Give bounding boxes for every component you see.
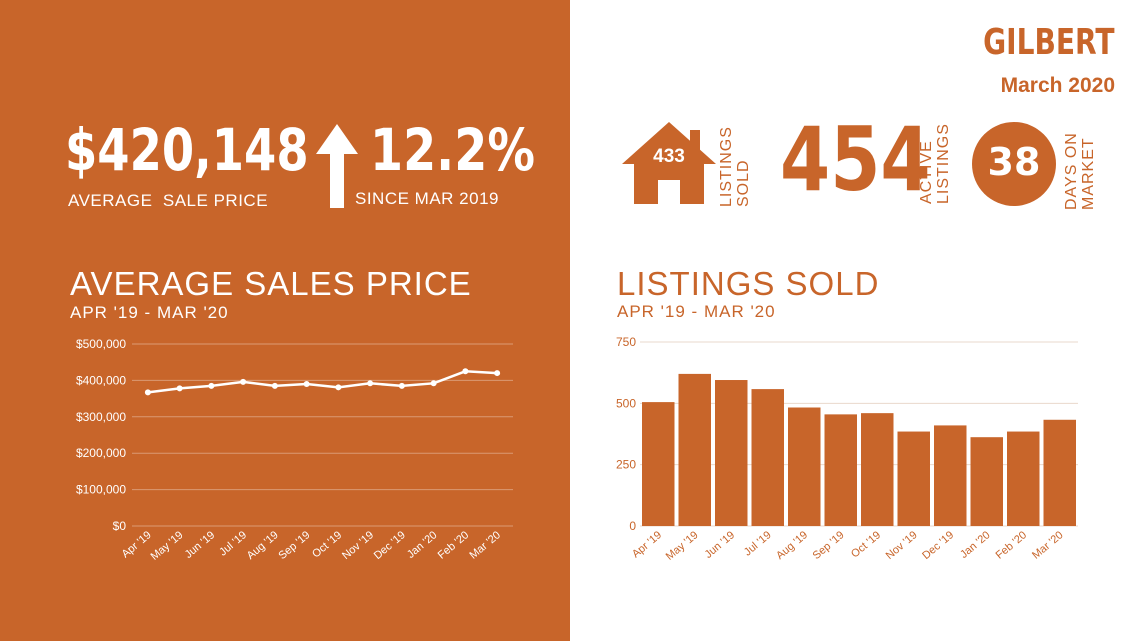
line-chart-ytick-label: $200,000 <box>76 446 126 460</box>
line-chart-xtick-label: Oct '19 <box>310 529 344 560</box>
line-chart-xtick-label: Aug '19 <box>245 529 281 562</box>
average-sale-price-label: AVERAGE SALE PRICE <box>68 191 269 210</box>
line-chart-xtick-label: May '19 <box>149 529 186 563</box>
line-chart-ytick-label: $0 <box>113 519 127 533</box>
line-chart-point <box>462 368 469 375</box>
line-chart-point <box>430 380 437 387</box>
line-chart-point <box>398 382 405 389</box>
line-chart-xtick-label: Jul '19 <box>217 529 249 558</box>
bar-chart-bar <box>897 431 930 526</box>
line-chart-point <box>303 381 310 388</box>
days-on-market-circle <box>972 122 1056 206</box>
line-chart-ytick-label: $100,000 <box>76 483 126 497</box>
line-chart-xtick-label: Jan '20 <box>405 529 440 561</box>
bar-chart-bar <box>751 389 784 526</box>
line-chart-title: AVERAGE SALES PRICE <box>70 265 472 302</box>
bar-chart-ytick-label: 250 <box>616 458 636 472</box>
line-chart-point <box>335 384 342 391</box>
days-on-market-label: DAYS ON MARKET <box>1063 132 1097 210</box>
average-sales-price-chart: $0 $100,000 $200,000 $300,000 $400,000 $500,0… <box>76 337 513 563</box>
line-chart-xtick-label: Dec '19 <box>372 529 408 562</box>
bar-chart-bar <box>642 402 675 526</box>
line-chart-ytick-label: $400,000 <box>76 373 126 387</box>
bar-chart-bar <box>970 437 1003 526</box>
bar-chart-ytick-label: 750 <box>616 335 636 349</box>
price-change-label: SINCE MAR 2019 <box>355 189 499 208</box>
bar-chart-xtick-label: Apr '19 <box>630 529 664 560</box>
line-chart-point <box>176 385 183 392</box>
line-chart-point <box>367 380 374 387</box>
left-panel: $420,148 AVERAGE SALE PRICE 12.2% SINCE … <box>0 0 570 641</box>
average-sale-price-value: $420,148 <box>65 116 309 184</box>
bar-chart-xtick-label: Aug '19 <box>774 529 810 562</box>
line-chart-xtick-label: Nov '19 <box>340 529 376 562</box>
days-on-market-value: 38 <box>987 140 1041 184</box>
listings-sold-chart: 0 250 500 750 Apr '19 May '19 Jun '19 Jul '19 Au… <box>616 335 1078 563</box>
bar-chart-bar <box>788 407 821 526</box>
bar-chart-ytick-label: 0 <box>629 519 636 533</box>
bar-chart-bar <box>1043 419 1076 526</box>
bar-chart-title: LISTINGS SOLD <box>617 265 880 302</box>
line-chart-xtick-label: Jun '19 <box>183 529 218 561</box>
line-chart-ytick-label: $500,000 <box>76 337 126 351</box>
line-chart-series-line <box>147 370 498 394</box>
bar-chart-xtick-label: Mar '20 <box>1030 529 1066 562</box>
report-month: March 2020 <box>1000 74 1115 97</box>
bar-chart-ytick-label: 500 <box>616 396 636 410</box>
bar-chart-xtick-label: Sep '19 <box>811 529 847 562</box>
bar-chart-bar <box>934 425 967 526</box>
bar-chart-xtick-label: Jun '19 <box>703 529 738 561</box>
bar-chart-xtick-label: Jul '19 <box>742 529 774 558</box>
line-chart-xtick-label: Apr '19 <box>120 529 154 560</box>
city-name: GILBERT <box>983 22 1115 63</box>
line-chart-xtick-label: Mar '20 <box>467 529 503 562</box>
price-change-value: 12.2% <box>370 116 535 184</box>
active-listings-value: 454 <box>780 108 931 211</box>
bar-chart-bar <box>861 413 894 526</box>
bar-chart-xtick-label: Nov '19 <box>884 529 920 562</box>
bar-chart-bar <box>824 414 857 526</box>
bar-chart-subtitle: APR '19 - MAR '20 <box>617 302 776 321</box>
line-chart-point <box>144 389 151 396</box>
listings-sold-value: 433 <box>653 146 685 167</box>
line-chart-xtick-label: Sep '19 <box>277 529 313 562</box>
bar-chart-xtick-label: Jan '20 <box>958 529 993 561</box>
line-chart-ytick-label: $300,000 <box>76 410 126 424</box>
line-chart-subtitle: APR '19 - MAR '20 <box>70 303 229 322</box>
line-chart-point <box>494 370 501 377</box>
line-chart-point <box>208 382 215 389</box>
up-arrow-icon <box>316 124 358 208</box>
bar-chart-xtick-label: Dec '19 <box>920 529 956 562</box>
bar-chart-xtick-label: May '19 <box>664 529 701 563</box>
line-chart-xtick-label: Feb '20 <box>436 529 472 562</box>
bar-chart-bar <box>1007 431 1040 526</box>
bar-chart-bar <box>678 373 711 526</box>
bar-chart-xtick-label: Feb '20 <box>994 529 1030 562</box>
line-chart-point <box>271 382 278 389</box>
bar-chart-bar <box>715 380 748 526</box>
listings-sold-label: LISTINGS SOLD <box>718 126 752 207</box>
bar-chart-xtick-label: Oct '19 <box>849 529 883 560</box>
active-listings-label: ACTIVE LISTINGS <box>918 123 952 204</box>
line-chart-point <box>240 378 247 385</box>
house-icon <box>622 122 716 204</box>
right-panel: GILBERT March 2020 433 LISTINGS SOLD 454… <box>570 0 1140 641</box>
